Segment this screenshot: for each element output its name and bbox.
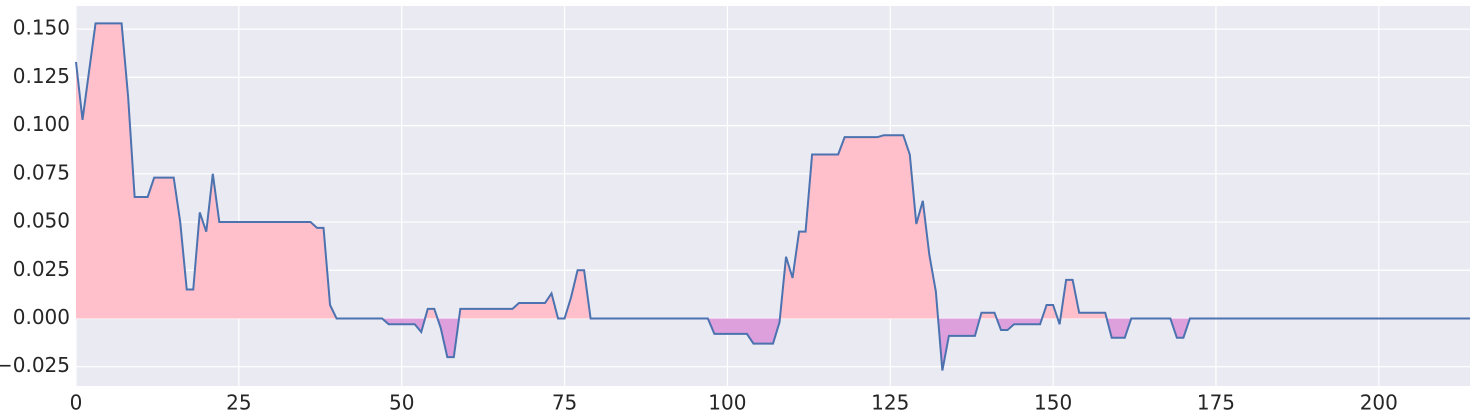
x-tick-label: 150 [1034, 391, 1072, 415]
y-tick-label: 0.075 [13, 160, 70, 184]
y-tick-label: 0.150 [13, 16, 70, 40]
y-tick-label: 0.125 [13, 64, 70, 88]
x-tick-label: 50 [389, 391, 414, 415]
y-tick-label: 0.050 [13, 209, 70, 233]
y-tick-label: 0.025 [13, 257, 70, 281]
line [75, 22, 1470, 371]
x-tick-label: 25 [226, 391, 251, 415]
y-tick-label: 0.100 [13, 112, 70, 136]
x-tick-label: 200 [1360, 391, 1398, 415]
positive-area [76, 23, 1470, 319]
x-tick-label: 75 [552, 391, 577, 415]
x-tick-label: 100 [708, 391, 746, 415]
x-tick-label: 175 [1197, 391, 1235, 415]
y-tick-label: −0.025 [0, 353, 70, 377]
y-tick-label: 0.000 [13, 305, 70, 329]
x-tick-label: 0 [70, 391, 83, 415]
negative-area [382, 318, 1190, 371]
x-tick-label: 125 [871, 391, 909, 415]
